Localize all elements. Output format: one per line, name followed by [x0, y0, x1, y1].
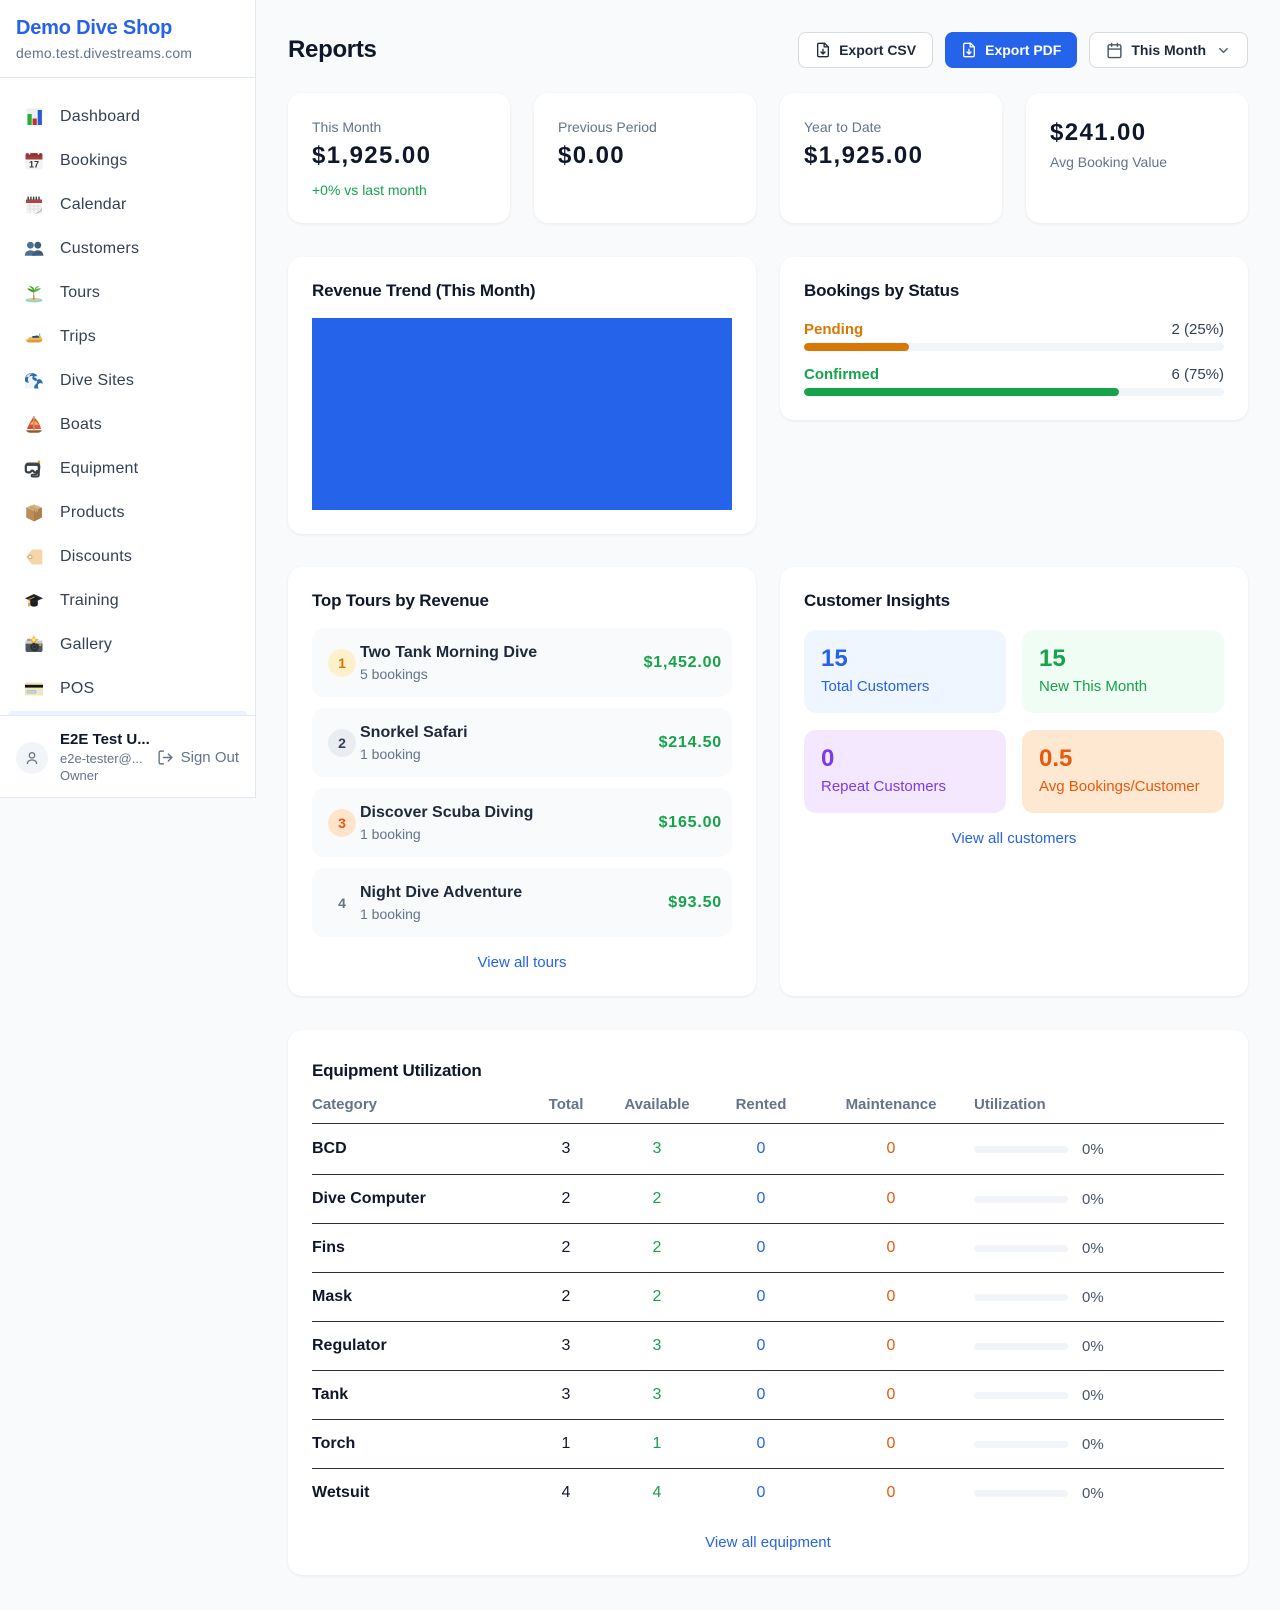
- svg-text:17: 17: [29, 160, 39, 170]
